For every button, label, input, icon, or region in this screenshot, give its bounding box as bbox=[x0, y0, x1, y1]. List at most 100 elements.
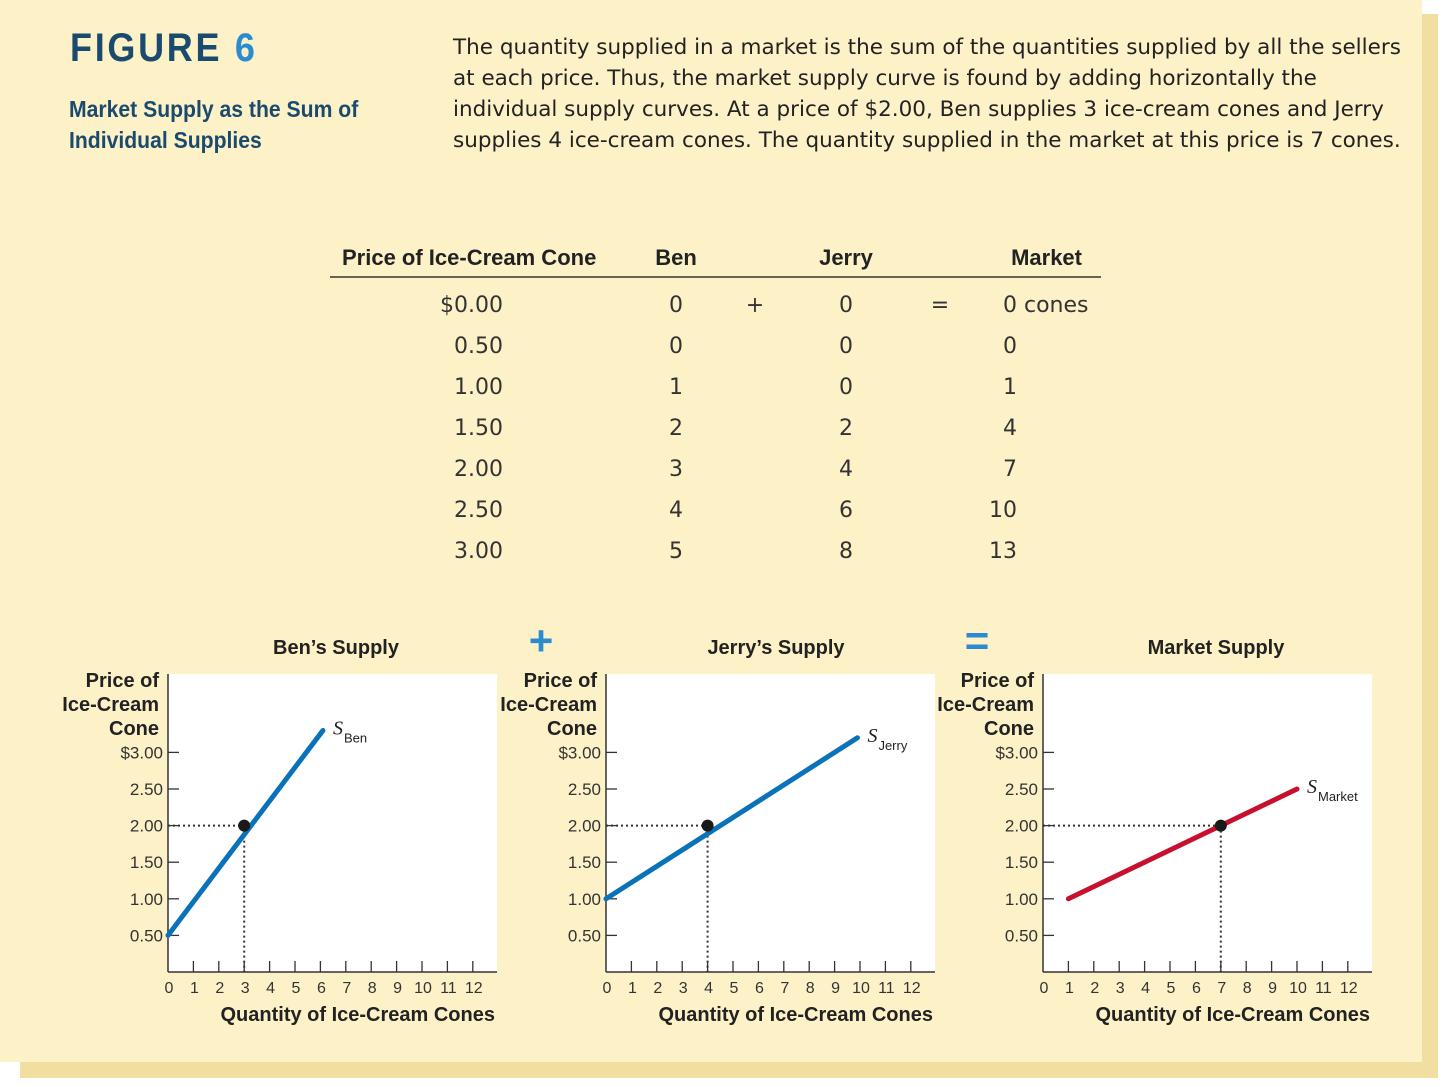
curve-label-s: S bbox=[1307, 776, 1317, 798]
table-cell-jerry: 8 bbox=[839, 539, 853, 564]
x-tick-label: 1 bbox=[1065, 980, 1074, 997]
plus-operator: + bbox=[529, 617, 554, 664]
x-tick-label: 11 bbox=[440, 980, 457, 997]
y-tick-label: 1.00 bbox=[130, 890, 163, 909]
y-tick-label: 2.00 bbox=[568, 817, 601, 836]
x-tick-label: 9 bbox=[831, 980, 840, 997]
table-cell-price: $0.00 bbox=[440, 293, 503, 318]
table-cell-ben: 4 bbox=[669, 498, 683, 523]
curve-label-subscript: Market bbox=[1318, 789, 1358, 804]
x-tick-label: 3 bbox=[1116, 980, 1125, 997]
x-tick-label: 3 bbox=[679, 980, 688, 997]
table-cell-ben: 5 bbox=[669, 539, 683, 564]
table-cell-ben: 0 bbox=[669, 334, 683, 359]
x-tick-label: 8 bbox=[806, 980, 815, 997]
y-tick-label: 2.00 bbox=[1005, 817, 1038, 836]
equilibrium-point bbox=[238, 819, 251, 832]
figure-caption: The quantity supplied in a market is the… bbox=[453, 35, 1401, 153]
table-equals-sign: = bbox=[931, 293, 949, 318]
y-tick-label: 2.00 bbox=[130, 817, 163, 836]
x-tick-label: 6 bbox=[317, 980, 326, 997]
equilibrium-point bbox=[701, 819, 714, 832]
table-cell-price: 2.50 bbox=[454, 498, 503, 523]
chart-title: Market Supply bbox=[1148, 637, 1286, 659]
curve-label-subscript: Ben bbox=[344, 730, 367, 745]
table-header-ben: Ben bbox=[655, 245, 697, 270]
x-tick-label: 12 bbox=[1340, 980, 1358, 997]
y-tick-label: 1.50 bbox=[568, 853, 601, 872]
x-axis-title: Quantity of Ice-Cream Cones bbox=[220, 1004, 495, 1026]
y-axis-title-line: Ice-Cream bbox=[500, 694, 597, 716]
y-axis-title-line: Ice-Cream bbox=[937, 694, 1034, 716]
table-cell-jerry: 4 bbox=[839, 457, 853, 482]
table-cell-ben: 1 bbox=[669, 375, 683, 400]
x-axis-title: Quantity of Ice-Cream Cones bbox=[658, 1004, 933, 1026]
supply-curve bbox=[1065, 786, 1300, 902]
table-cell-jerry: 0 bbox=[839, 293, 853, 318]
x-tick-label: 10 bbox=[414, 980, 432, 997]
table-cell-ben: 3 bbox=[669, 457, 683, 482]
table-header-price: Price of Ice-Cream Cone bbox=[342, 245, 596, 270]
x-tick-label: 7 bbox=[342, 980, 351, 997]
curve-label-s: S bbox=[867, 725, 877, 747]
x-tick-label: 11 bbox=[878, 980, 895, 997]
x-tick-label: 0 bbox=[603, 980, 612, 997]
x-tick-label: 12 bbox=[903, 980, 921, 997]
x-tick-label: 10 bbox=[1289, 980, 1307, 997]
table-cell-market: 0 cones bbox=[1003, 293, 1089, 318]
x-tick-label: 10 bbox=[852, 980, 870, 997]
table-cell-jerry: 0 bbox=[839, 375, 853, 400]
y-axis-title-line: Cone bbox=[984, 718, 1034, 740]
equals-operator: = bbox=[965, 617, 990, 664]
x-tick-label: 0 bbox=[165, 980, 174, 997]
curve-label-s: S bbox=[333, 717, 343, 739]
table-cell-price: 1.50 bbox=[454, 416, 503, 441]
y-tick-label: 2.50 bbox=[1005, 780, 1038, 799]
table-cell-market: 1 bbox=[1003, 375, 1017, 400]
table-cell-market: 4 bbox=[1003, 416, 1017, 441]
table-cell-price: 0.50 bbox=[454, 334, 503, 359]
y-tick-label: 2.50 bbox=[568, 780, 601, 799]
supply-curve bbox=[165, 727, 326, 938]
table-cell-jerry: 6 bbox=[839, 498, 853, 523]
y-axis-title-line: Price of bbox=[961, 670, 1035, 692]
y-tick-label: 1.50 bbox=[130, 853, 163, 872]
chart-title: Jerry’s Supply bbox=[707, 637, 845, 659]
figure-number: 6 bbox=[234, 26, 255, 70]
figure-subtitle: Market Supply as the Sum of Individual S… bbox=[69, 96, 359, 153]
y-axis-title-line: Cone bbox=[109, 718, 159, 740]
x-tick-label: 12 bbox=[465, 980, 483, 997]
y-axis-title-line: Price of bbox=[86, 670, 160, 692]
y-tick-label: 1.50 bbox=[1005, 853, 1038, 872]
figure-label: FIGURE 6 bbox=[70, 26, 255, 71]
x-tick-label: 4 bbox=[1141, 980, 1150, 997]
table-cell-market: 7 bbox=[1003, 457, 1017, 482]
x-tick-label: 11 bbox=[1315, 980, 1332, 997]
y-tick-label: 1.00 bbox=[568, 890, 601, 909]
y-axis-title-line: Price of bbox=[524, 670, 598, 692]
x-tick-label: 7 bbox=[1217, 980, 1226, 997]
table-cell-jerry: 0 bbox=[839, 334, 853, 359]
x-tick-label: 1 bbox=[190, 980, 199, 997]
y-axis-title-line: Ice-Cream bbox=[62, 694, 159, 716]
y-axis-title-line: Cone bbox=[547, 718, 597, 740]
x-tick-label: 0 bbox=[1040, 980, 1049, 997]
table-cell-market: 10 bbox=[989, 498, 1017, 523]
y-tick-label: $3.00 bbox=[558, 743, 601, 762]
table-cell-ben: 2 bbox=[669, 416, 683, 441]
x-tick-label: 2 bbox=[653, 980, 662, 997]
table-header-jerry: Jerry bbox=[819, 245, 874, 270]
figure-label-word: FIGURE bbox=[70, 26, 223, 70]
plot-area bbox=[1043, 674, 1372, 972]
x-axis-title: Quantity of Ice-Cream Cones bbox=[1095, 1004, 1370, 1026]
table-cell-price: 3.00 bbox=[454, 539, 503, 564]
x-tick-label: 5 bbox=[292, 980, 301, 997]
table-cell-ben: 0 bbox=[669, 293, 683, 318]
equilibrium-point bbox=[1214, 819, 1227, 832]
y-tick-label: $3.00 bbox=[995, 743, 1038, 762]
